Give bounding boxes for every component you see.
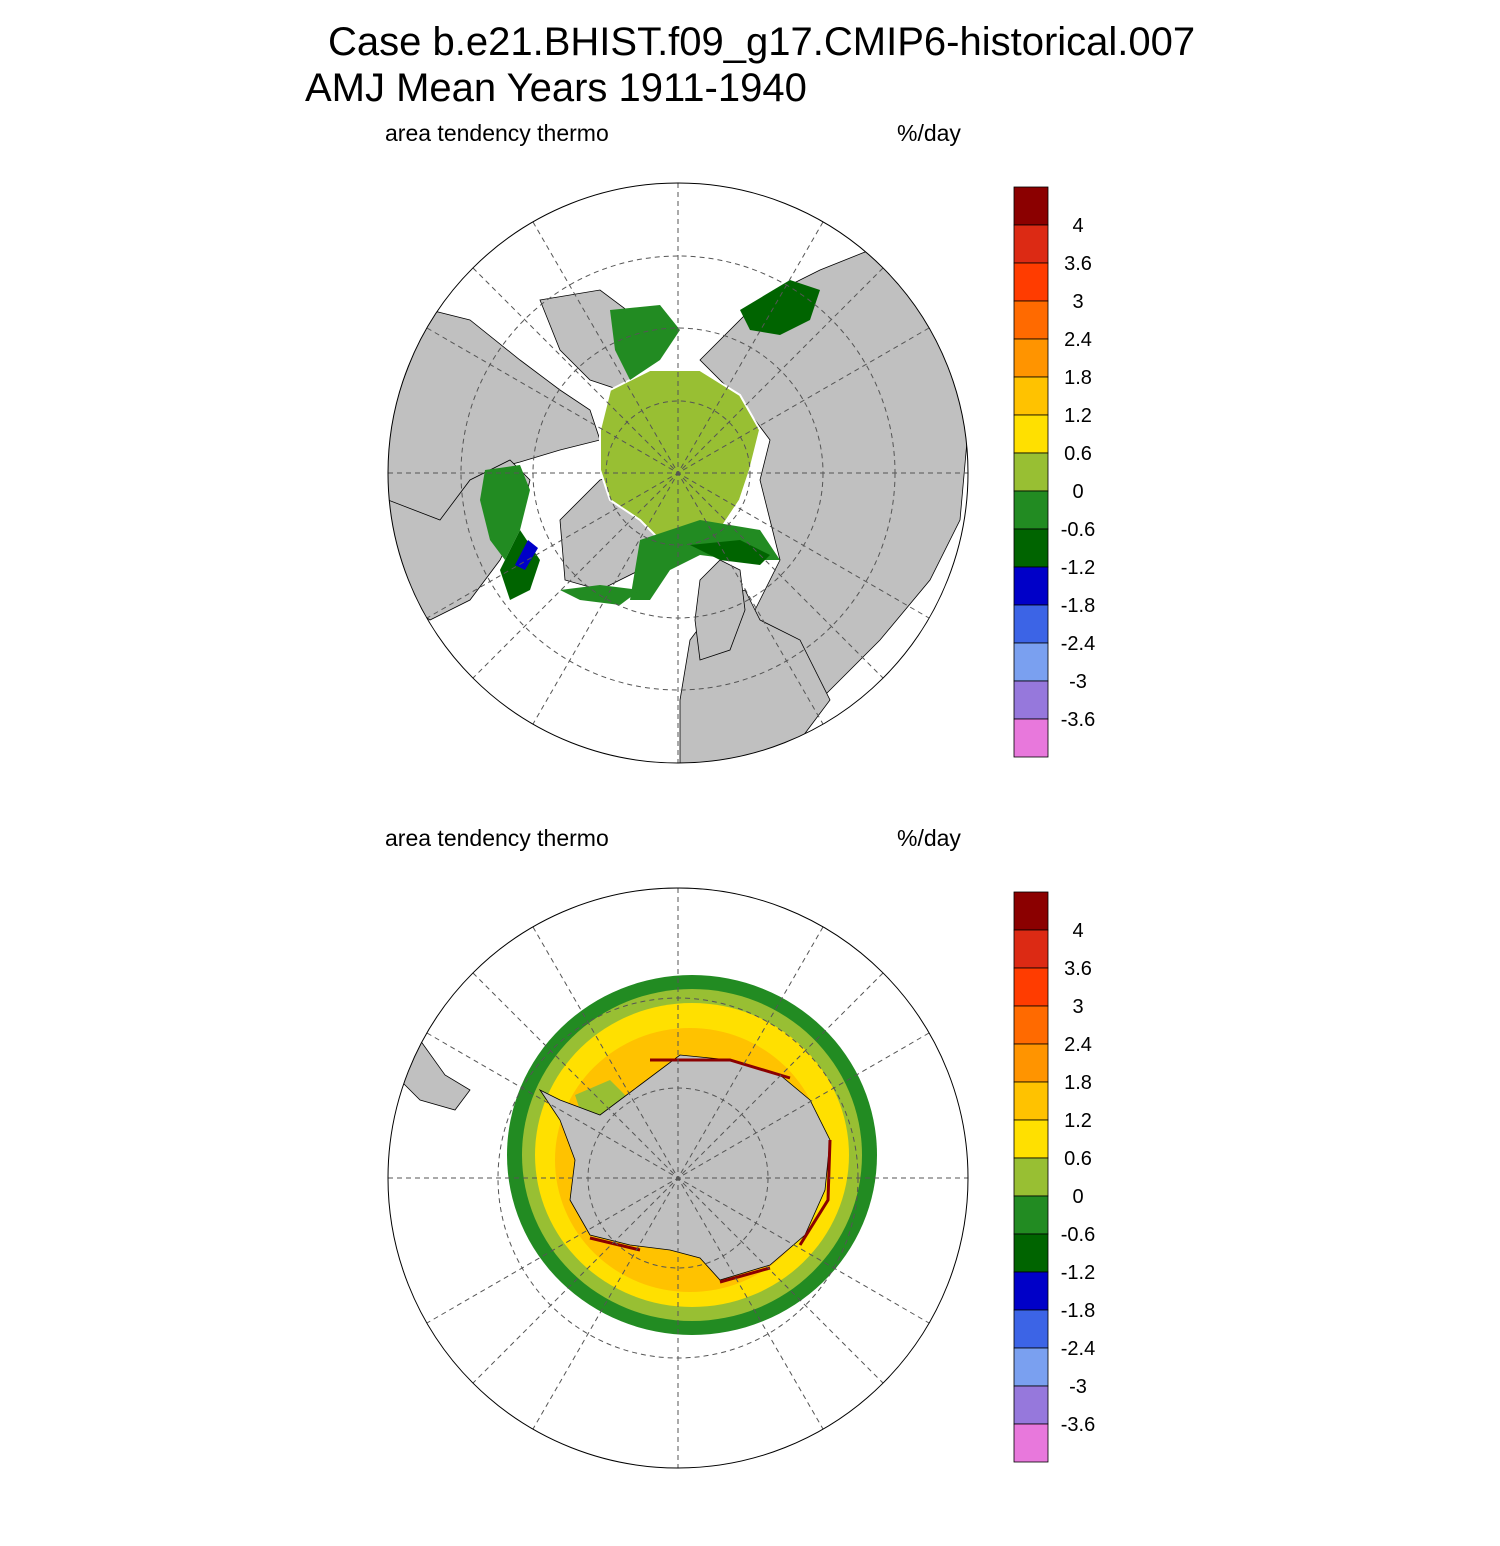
barents-ice-margin: [690, 540, 770, 565]
south-colorbar-swatch: [1013, 1233, 1049, 1273]
south-colorbar-tick-label: 3: [1072, 996, 1083, 1018]
antarctic-coast-highlight: [589, 1058, 832, 1284]
north-colorbar-tick-label: 0: [1072, 481, 1083, 503]
bering-ice: [610, 305, 680, 380]
north-map-boundary: [387, 182, 969, 764]
north-colorbar-tick-label: 3.6: [1064, 253, 1092, 275]
north-colorbar-swatch: [1013, 604, 1049, 644]
baffin-ice: [480, 465, 530, 560]
north-colorbar-tick-label: 1.8: [1064, 367, 1092, 389]
south-polar-map-panel: 4 3.6 3 2.4 1.8 1.2 0.6 0 -0.6 -1.2 -1.8 -2.4 -3 -3.6: [387, 887, 1095, 1469]
north-colorbar-tick-label: -0.6: [1061, 519, 1095, 541]
north-colorbar-swatch: [1013, 414, 1049, 454]
north-colorbar-tick-label: 1.2: [1064, 405, 1092, 427]
south-colorbar-swatch: [1013, 1081, 1049, 1121]
north-colorbar-tick-label: -1.8: [1061, 595, 1095, 617]
north-colorbar-swatch: [1013, 642, 1049, 682]
north-colorbar-swatch: [1013, 376, 1049, 416]
north-graticule: [388, 183, 968, 763]
south-colorbar-swatch: [1013, 1119, 1049, 1159]
south-colorbar-tick-label: 1.8: [1064, 1072, 1092, 1094]
south-colorbar-tick-label: 0.6: [1064, 1148, 1092, 1170]
south-panel-left-label: area tendency thermo: [385, 825, 609, 851]
north-colorbar-swatch: [1013, 566, 1049, 606]
south-colorbar-swatch: [1013, 929, 1049, 969]
south-colorbar-tick-label: 0: [1072, 1186, 1083, 1208]
north-colorbar-tick-label: 0.6: [1064, 443, 1092, 465]
north-colorbar-swatch: [1013, 338, 1049, 378]
north-panel-left-label: area tendency thermo: [385, 120, 609, 146]
south-colorbar-swatch: [1013, 1157, 1049, 1197]
north-colorbar-swatch: [1013, 224, 1049, 264]
north-colorbar-swatch: [1013, 300, 1049, 340]
south-colorbar-swatch: [1013, 891, 1049, 931]
arctic-ice-margin-atlantic: [630, 520, 780, 600]
south-map-boundary: [387, 887, 969, 1469]
north-panel-units-label: %/day: [897, 120, 961, 146]
north-polar-map: [388, 183, 968, 763]
south-colorbar-tick-label: -2.4: [1061, 1338, 1095, 1360]
south-colorbar-tick-label: -3.6: [1061, 1414, 1095, 1436]
north-colorbar-tick-label: 2.4: [1064, 329, 1092, 351]
south-colorbar-tick-label: 1.2: [1064, 1110, 1092, 1132]
south-colorbar-tick-label: -1.8: [1061, 1300, 1095, 1322]
north-colorbar-tick-label: 4: [1072, 215, 1083, 237]
south-colorbar-swatch: [1013, 1423, 1049, 1463]
north-polar-map-panel: 4 3.6 3 2.4 1.8 1.2 0.6 0 -0.6 -1.2 -1.8 -2.4 -3 -3.6: [387, 182, 1095, 764]
okhotsk-ice: [740, 280, 820, 335]
south-colorbar-swatch: [1013, 1309, 1049, 1349]
south-colorbar-swatch: [1013, 1271, 1049, 1311]
north-colorbar-tick-label: -2.4: [1061, 633, 1095, 655]
south-colorbar-tick-label: -3: [1069, 1376, 1087, 1398]
south-polar-map: [388, 888, 968, 1468]
south-colorbar-swatch: [1013, 1005, 1049, 1045]
south-colorbar-swatch: [1013, 1043, 1049, 1083]
north-colorbar-swatch: [1013, 490, 1049, 530]
south-graticule: [388, 888, 968, 1468]
south-colorbar-swatch: [1013, 1195, 1049, 1235]
south-colorbar-tick-label: -1.2: [1061, 1262, 1095, 1284]
south-colorbar-swatch: [1013, 967, 1049, 1007]
north-colorbar-swatch: [1013, 452, 1049, 492]
labrador-ice-deep: [515, 540, 538, 570]
south-colorbar-tick-label: 3.6: [1064, 958, 1092, 980]
north-colorbar-tick-label: -1.2: [1061, 557, 1095, 579]
south-colorbar-tick-label: -0.6: [1061, 1224, 1095, 1246]
north-colorbar-swatch: [1013, 718, 1049, 758]
south-colorbar-tick-label: 4: [1072, 920, 1083, 942]
north-colorbar-tick-label: 3: [1072, 291, 1083, 313]
north-colorbar-swatch: [1013, 680, 1049, 720]
north-colorbar-swatch: [1013, 262, 1049, 302]
scandinavia-landmass: [694, 559, 746, 661]
figure-title-case: Case b.e21.BHIST.f09_g17.CMIP6-historica…: [328, 20, 1196, 64]
south-colorbar: 4 3.6 3 2.4 1.8 1.2 0.6 0 -0.6 -1.2 -1.8 -2.4 -3 -3.6: [1013, 891, 1095, 1463]
north-colorbar: 4 3.6 3 2.4 1.8 1.2 0.6 0 -0.6 -1.2 -1.8 -2.4 -3 -3.6: [1013, 186, 1095, 758]
south-panel-units-label: %/day: [897, 825, 961, 851]
south-colorbar-swatch: [1013, 1347, 1049, 1387]
north-colorbar-tick-label: -3: [1069, 671, 1087, 693]
north-colorbar-swatch: [1013, 186, 1049, 226]
north-colorbar-swatch: [1013, 528, 1049, 568]
figure-title-period: AMJ Mean Years 1911-1940: [305, 66, 807, 110]
south-colorbar-swatch: [1013, 1385, 1049, 1425]
north-colorbar-tick-label: -3.6: [1061, 709, 1095, 731]
south-colorbar-tick-label: 2.4: [1064, 1034, 1092, 1056]
